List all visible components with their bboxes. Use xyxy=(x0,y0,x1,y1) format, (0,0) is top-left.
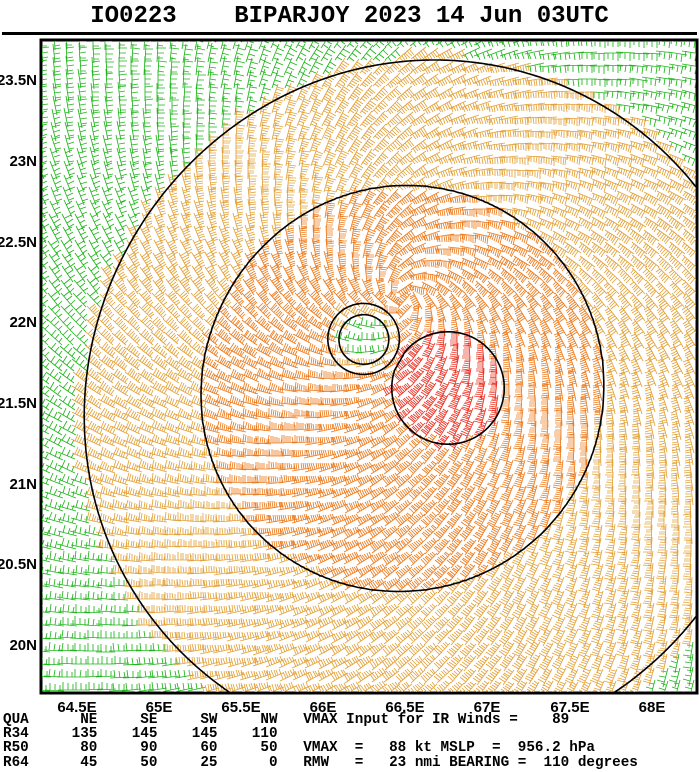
svg-text:22.5N: 22.5N xyxy=(0,234,37,251)
svg-text:20.5N: 20.5N xyxy=(0,556,37,573)
svg-text:21N: 21N xyxy=(9,476,37,493)
svg-text:23N: 23N xyxy=(9,153,37,170)
svg-text:22N: 22N xyxy=(9,314,37,331)
svg-text:20N: 20N xyxy=(9,637,37,654)
svg-text:23.5N: 23.5N xyxy=(0,72,37,89)
svg-text:21.5N: 21.5N xyxy=(0,395,37,412)
